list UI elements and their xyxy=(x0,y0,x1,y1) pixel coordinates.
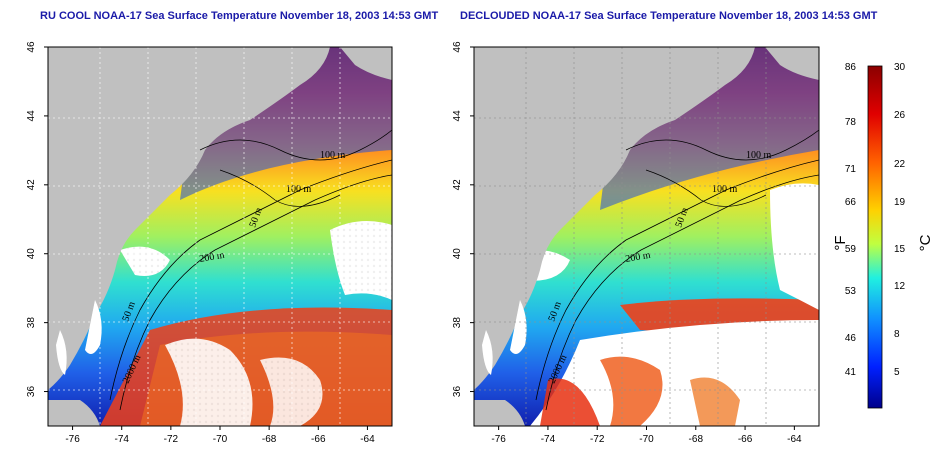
lat-tick-label: 36 xyxy=(452,386,463,398)
contour-label: 200 m xyxy=(199,250,226,265)
right-sst-map: 100 m 100 m 50 m 200 m 50 m 2000 m xyxy=(474,47,819,426)
left-sst-map: 100 m 100 m 50 m 200 m 50 m 2000 m xyxy=(48,47,392,426)
lon-tick-label: -72 xyxy=(590,434,605,445)
land-mass xyxy=(474,400,525,426)
contour-label: 100 m xyxy=(320,150,346,161)
lon-tick-label: -66 xyxy=(311,434,326,445)
depth-contour xyxy=(545,174,819,411)
fahrenheit-tick-label: 41 xyxy=(845,367,857,378)
lon-tick-label: -76 xyxy=(65,434,80,445)
lat-tick-label: 42 xyxy=(452,179,463,191)
colorbar-ticks: 86 78 71 66 59 53 46 41 30 26 22 19 15 12 8 5 xyxy=(845,62,906,378)
depth-contour xyxy=(625,129,819,161)
celsius-tick-label: 19 xyxy=(894,197,906,208)
right-map-title: DECLOUDED NOAA-17 Sea Surface Temperatur… xyxy=(460,10,878,22)
lon-tick-label: -76 xyxy=(491,434,506,445)
depth-contour xyxy=(645,169,767,207)
depth-contour xyxy=(219,169,341,207)
lat-tick-label: 36 xyxy=(26,386,37,398)
fahrenheit-unit-label: °F xyxy=(832,235,849,250)
fahrenheit-tick-label: 66 xyxy=(845,197,857,208)
cloud-patch xyxy=(120,246,170,276)
lon-tick-label: -74 xyxy=(541,434,556,445)
land-mass xyxy=(48,47,330,390)
lat-tick-label: 40 xyxy=(452,248,463,260)
contour-label: 100 m xyxy=(746,150,772,161)
depth-contour xyxy=(119,174,392,411)
land-mass xyxy=(474,47,755,390)
celsius-unit-label: °C xyxy=(917,234,934,251)
land-mass xyxy=(765,47,819,80)
lon-tick-label: -64 xyxy=(360,434,375,445)
celsius-tick-label: 8 xyxy=(894,329,900,340)
contour-label: 100 m xyxy=(712,184,738,195)
declouded-area xyxy=(770,183,819,310)
cloud-patch xyxy=(330,221,392,300)
land-mass xyxy=(340,47,392,80)
fahrenheit-tick-label: 46 xyxy=(845,333,857,344)
lon-tick-label: -66 xyxy=(738,434,753,445)
lat-tick-label: 38 xyxy=(452,317,463,329)
celsius-tick-label: 22 xyxy=(894,159,906,170)
contour-label: 200 m xyxy=(625,250,652,265)
lat-tick-label: 42 xyxy=(26,179,37,191)
contour-label: 100 m xyxy=(286,184,312,195)
lon-tick-label: -70 xyxy=(639,434,654,445)
cloud-patch xyxy=(165,338,253,426)
lon-tick-label: -74 xyxy=(114,434,129,445)
celsius-tick-label: 5 xyxy=(894,367,900,378)
fahrenheit-tick-label: 78 xyxy=(845,117,857,128)
declouded-area xyxy=(530,320,819,426)
lat-tick-label: 44 xyxy=(452,110,463,122)
depth-contour xyxy=(109,159,392,401)
temperature-colorbar xyxy=(867,65,883,409)
lon-tick-label: -64 xyxy=(787,434,802,445)
land-mass xyxy=(48,400,100,426)
lon-tick-label: -70 xyxy=(213,434,228,445)
fahrenheit-tick-label: 86 xyxy=(845,62,857,73)
left-map-title: RU COOL NOAA-17 Sea Surface Temperature … xyxy=(40,10,439,22)
lon-tick-label: -68 xyxy=(262,434,277,445)
celsius-tick-label: 15 xyxy=(894,244,906,255)
depth-contour xyxy=(199,129,392,161)
lat-tick-label: 38 xyxy=(26,317,37,329)
lon-tick-label: -68 xyxy=(689,434,704,445)
lon-tick-label: -72 xyxy=(164,434,179,445)
celsius-tick-label: 26 xyxy=(894,110,906,121)
celsius-tick-label: 12 xyxy=(894,281,906,292)
fahrenheit-tick-label: 53 xyxy=(845,286,857,297)
cloud-patch xyxy=(260,357,323,426)
celsius-tick-label: 30 xyxy=(894,62,906,73)
depth-contour xyxy=(535,159,819,401)
fahrenheit-tick-label: 59 xyxy=(845,244,857,255)
lat-tick-label: 44 xyxy=(26,110,37,122)
lat-tick-label: 46 xyxy=(26,41,37,53)
map-axes: -76 -74 -72 -70 -68 -66 -64 36 38 40 42 44 46 -76 -74 -… xyxy=(26,41,802,445)
lat-tick-label: 40 xyxy=(26,248,37,260)
lat-tick-label: 46 xyxy=(452,41,463,53)
fahrenheit-tick-label: 71 xyxy=(845,164,857,175)
